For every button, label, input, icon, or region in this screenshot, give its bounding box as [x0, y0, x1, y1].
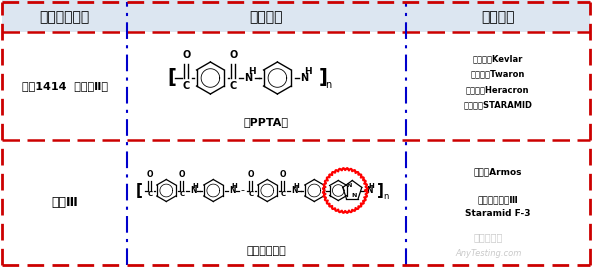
Text: C: C	[179, 191, 184, 198]
Text: C: C	[183, 81, 190, 91]
Text: N: N	[300, 73, 308, 83]
Text: O: O	[182, 50, 191, 60]
Text: O: O	[147, 170, 153, 179]
Text: H: H	[192, 183, 198, 189]
Text: [: [	[136, 183, 142, 198]
Text: H: H	[368, 183, 374, 189]
Text: 俄罗斯Armos

中蓝晨光芳纶Ⅲ
Staramid F-3: 俄罗斯Armos 中蓝晨光芳纶Ⅲ Staramid F-3	[465, 167, 530, 218]
Text: 芳纶1414  （芳纶Ⅱ）: 芳纶1414 （芳纶Ⅱ）	[22, 81, 108, 91]
Text: O: O	[179, 170, 185, 179]
Text: C: C	[147, 191, 152, 198]
Text: 嘉峪检测网: 嘉峪检测网	[474, 232, 503, 242]
Text: ]: ]	[318, 69, 327, 88]
Text: （杂环芳纶）: （杂环芳纶）	[246, 246, 287, 256]
Text: ]: ]	[377, 183, 384, 198]
Text: N: N	[291, 186, 298, 195]
Text: C: C	[230, 81, 237, 91]
Text: H: H	[305, 68, 312, 77]
Text: 化学结构: 化学结构	[250, 10, 283, 24]
Text: N: N	[346, 183, 352, 188]
Text: C: C	[248, 191, 253, 198]
Text: n: n	[325, 80, 332, 90]
Bar	[2, 0, 590, 32]
Text: 代表产品: 代表产品	[481, 10, 514, 24]
Text: （PPTA）: （PPTA）	[244, 117, 289, 127]
Text: -: -	[240, 186, 244, 195]
Text: H: H	[249, 68, 256, 77]
Text: O: O	[279, 170, 286, 179]
Text: N: N	[190, 186, 197, 195]
Text: [: [	[167, 69, 176, 88]
Text: 美国杜邦Kevlar
日本帝人Twaron
韩国可隆Heracron
中蓝晨光STARAMID: 美国杜邦Kevlar 日本帝人Twaron 韩国可隆Heracron 中蓝晨光S…	[464, 54, 532, 109]
Text: C: C	[280, 191, 285, 198]
Text: N: N	[366, 186, 373, 195]
Text: N: N	[352, 193, 357, 198]
Text: O: O	[229, 50, 237, 60]
Text: H: H	[231, 183, 237, 189]
Text: 对位芳纶种类: 对位芳纶种类	[40, 10, 90, 24]
Text: N: N	[229, 186, 236, 195]
Text: O: O	[247, 170, 254, 179]
Text: n: n	[384, 192, 389, 201]
Text: H: H	[294, 183, 299, 189]
Text: AnyTesting.com: AnyTesting.com	[455, 249, 522, 257]
Text: N: N	[244, 73, 253, 83]
Text: 芳纶Ⅲ: 芳纶Ⅲ	[52, 196, 78, 209]
